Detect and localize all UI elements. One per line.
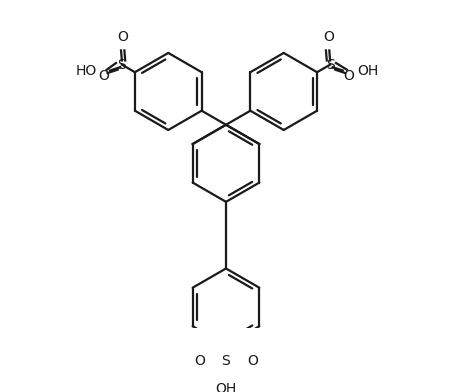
Text: S: S <box>325 58 334 72</box>
Text: O: O <box>322 30 333 44</box>
Text: OH: OH <box>356 64 377 78</box>
Text: O: O <box>246 354 257 368</box>
Text: S: S <box>117 58 126 72</box>
Text: O: O <box>117 30 128 44</box>
Text: HO: HO <box>75 64 97 78</box>
Text: O: O <box>342 69 353 83</box>
Text: O: O <box>98 69 109 83</box>
Text: S: S <box>221 354 230 368</box>
Text: OH: OH <box>215 382 236 392</box>
Text: O: O <box>194 354 205 368</box>
